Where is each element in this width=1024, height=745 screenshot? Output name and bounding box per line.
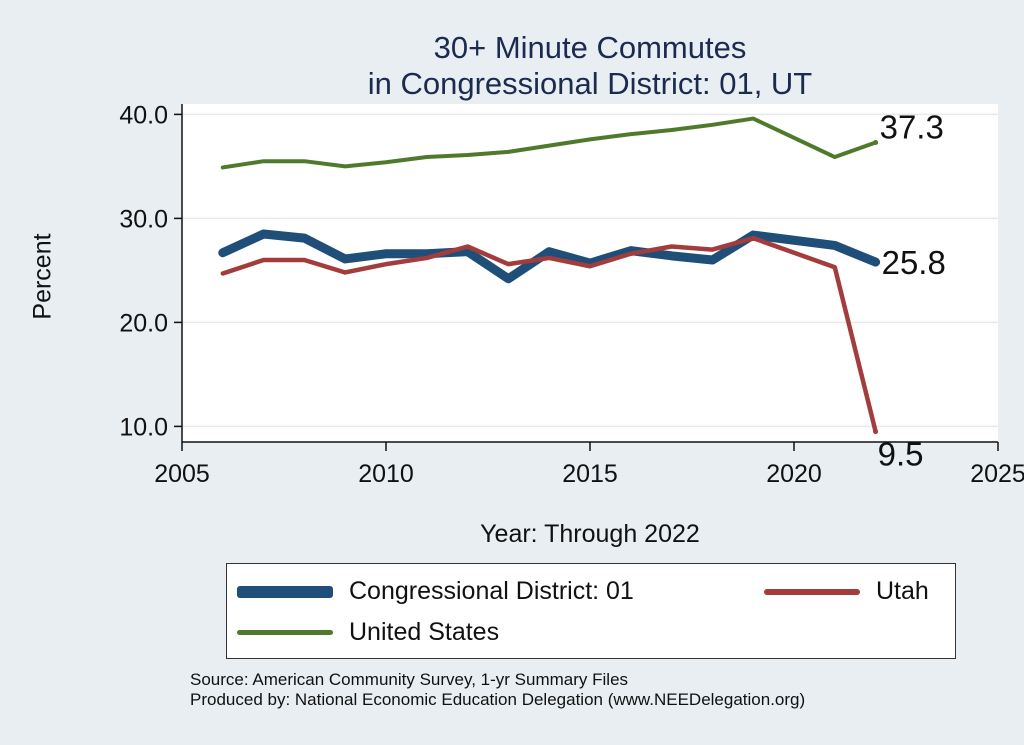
legend-label-utah: Utah [876, 577, 929, 605]
y-tick-label: 40.0 [119, 101, 168, 129]
series-line [220, 116, 878, 170]
legend-item-congressional-district: Congressional District: 01 [237, 577, 634, 606]
legend-swatch-united-states [237, 630, 333, 635]
series-line [218, 229, 881, 284]
y-tick-label: 10.0 [119, 413, 168, 441]
y-tick-label: 20.0 [119, 309, 168, 337]
legend-label-united-states: United States [349, 618, 500, 646]
chart-title-line1: 30+ Minute Commutes [433, 30, 747, 65]
plot-area [182, 104, 998, 442]
source-note: Source: American Community Survey, 1-yr … [190, 670, 805, 710]
produced-by-line: Produced by: National Economic Education… [190, 690, 806, 709]
x-tick-label: 2020 [766, 460, 822, 488]
x-tick-label: 2010 [358, 460, 414, 488]
series-end-point [873, 259, 879, 265]
legend-swatch-congressional-district [237, 585, 333, 598]
series-end-point [873, 429, 879, 435]
y-tick-label: 30.0 [119, 205, 168, 233]
source-line: Source: American Community Survey, 1-yr … [190, 670, 629, 689]
x-axis-label: Year: Through 2022 [480, 520, 700, 548]
legend-label-congressional-district: Congressional District: 01 [349, 577, 634, 605]
x-tick-label: 2015 [562, 460, 618, 488]
chart-title-line2: in Congressional District: 01, UT [367, 66, 813, 101]
series-line [220, 235, 878, 434]
legend: Congressional District: 01 Utah United S… [226, 563, 956, 659]
legend-item-united-states: United States [237, 618, 499, 647]
end-value-label: 37.3 [880, 108, 944, 145]
end-value-label: 25.8 [882, 244, 946, 281]
series-end-point [873, 139, 879, 145]
legend-swatch-utah [764, 588, 860, 595]
end-value-label: 9.5 [878, 436, 924, 473]
x-tick-label: 2025 [970, 460, 1024, 488]
x-tick-label: 2005 [154, 460, 210, 488]
legend-item-utah: Utah [764, 577, 929, 606]
